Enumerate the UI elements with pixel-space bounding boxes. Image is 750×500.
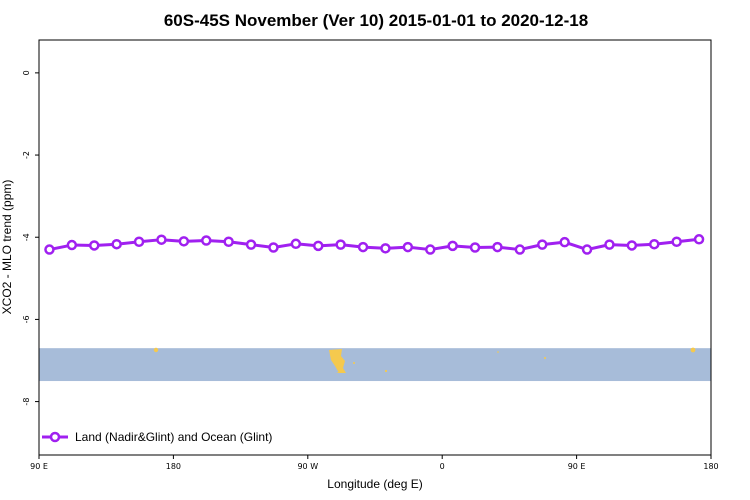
data-point (581, 244, 593, 255)
y-tick-label: -2 (22, 151, 31, 159)
data-point (313, 240, 324, 252)
data-point (245, 239, 257, 250)
data-point (604, 239, 615, 250)
x-tick-label: 90 W (297, 462, 318, 471)
data-point (357, 241, 369, 253)
series-layer (44, 234, 705, 255)
data-point (223, 236, 234, 247)
data-point (290, 238, 302, 250)
data-point (649, 238, 660, 250)
data-point (89, 240, 100, 251)
data-point (268, 242, 279, 253)
data-point (178, 236, 190, 247)
data-point (537, 239, 548, 250)
legend-label: Land (Nadir&Glint) and Ocean (Glint) (75, 430, 272, 444)
land-patch (353, 362, 355, 364)
legend-marker (49, 431, 61, 443)
plot-frame (38, 39, 712, 456)
data-point (44, 244, 55, 255)
ocean-band (39, 348, 711, 382)
data-point (402, 241, 414, 253)
x-axis-label: Longitude (deg E) (327, 477, 422, 491)
land-patch (153, 347, 159, 353)
data-point (514, 244, 526, 255)
data-point (492, 241, 503, 253)
y-tick-label: -6 (22, 315, 31, 323)
data-point (693, 234, 705, 245)
y-axis: 0 -2 -4 -6 -8 (22, 70, 39, 406)
x-tick-label: 90 E (568, 462, 586, 471)
data-point (447, 240, 458, 252)
data-point (66, 239, 78, 251)
series-line (49, 237, 700, 252)
land-patch (690, 347, 696, 353)
y-axis-label: XCO2 - MLO trend (ppm) (0, 180, 14, 315)
x-tick-label: 180 (166, 462, 181, 471)
data-point (626, 240, 638, 251)
land-patch (329, 349, 346, 373)
data-point (335, 239, 346, 250)
land-patch (497, 351, 499, 353)
data-point (156, 234, 167, 245)
chart-title: 60S-45S November (Ver 10) 2015-01-01 to … (164, 11, 588, 30)
data-point (559, 236, 570, 248)
x-tick-label: 0 (440, 462, 445, 471)
map-band (39, 347, 711, 382)
land-patch (544, 357, 546, 359)
data-point (201, 235, 212, 246)
data-point (133, 236, 145, 247)
data-point (111, 238, 122, 250)
legend: Land (Nadir&Glint) and Ocean (Glint) (42, 430, 272, 444)
y-tick-label: -8 (22, 398, 31, 406)
data-point (380, 243, 391, 254)
data-point (671, 236, 682, 247)
x-tick-label: 90 E (30, 462, 48, 471)
data-point (469, 242, 481, 253)
land-patch (336, 371, 344, 373)
x-tick-label: 180 (703, 462, 718, 471)
y-tick-label: 0 (22, 70, 31, 75)
x-axis: 90 E 180 90 W 0 90 E 180 (30, 455, 719, 471)
y-tick-label: -4 (22, 233, 31, 241)
land-patch (384, 369, 388, 373)
data-point (425, 244, 436, 255)
